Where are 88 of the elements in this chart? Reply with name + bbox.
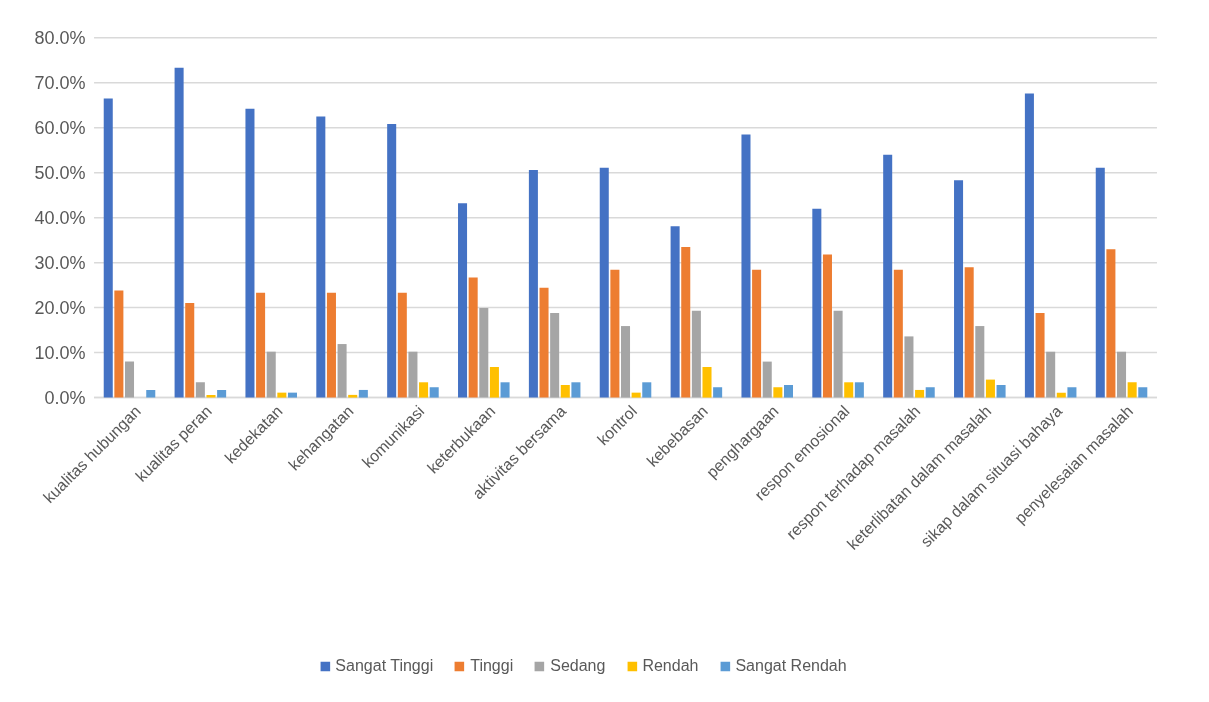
bar — [883, 154, 893, 398]
bar — [528, 169, 538, 398]
bar — [560, 384, 570, 398]
bar — [631, 392, 641, 398]
y-tick-label: 80.0% — [34, 27, 86, 48]
bar — [539, 287, 549, 398]
bar — [571, 382, 581, 398]
bar — [195, 382, 205, 398]
bar — [550, 313, 560, 398]
bar — [358, 389, 368, 398]
bar — [1127, 382, 1137, 398]
bar — [844, 382, 854, 398]
bar — [915, 389, 925, 398]
bar — [822, 254, 832, 398]
bar — [185, 303, 195, 398]
bar — [114, 290, 124, 398]
bar — [1106, 249, 1116, 398]
bar — [1056, 392, 1066, 398]
bar — [713, 387, 723, 398]
legend-label: Sangat Rendah — [735, 657, 847, 675]
bar — [893, 269, 903, 398]
bar — [1067, 387, 1077, 398]
bar — [964, 267, 974, 398]
bar — [103, 98, 113, 398]
bar — [610, 269, 620, 398]
bar — [458, 203, 468, 398]
bar — [387, 124, 397, 398]
bar — [985, 379, 995, 398]
y-tick-label: 20.0% — [34, 297, 86, 318]
bar — [783, 384, 794, 398]
y-tick-label: 60.0% — [34, 117, 86, 138]
bar — [337, 344, 347, 398]
y-tick-label: 10.0% — [34, 342, 86, 363]
legend-label: Tinggi — [470, 657, 514, 675]
bar — [975, 326, 985, 398]
bar — [316, 116, 326, 398]
bar — [904, 336, 914, 398]
bar — [500, 382, 510, 398]
bar — [773, 387, 783, 398]
y-tick-label: 50.0% — [34, 162, 86, 183]
bar — [925, 387, 935, 398]
bar — [124, 361, 135, 398]
bar — [621, 326, 631, 398]
bar — [681, 246, 691, 398]
bar — [146, 389, 156, 398]
bar — [217, 389, 227, 398]
bar — [954, 180, 964, 398]
bar — [691, 310, 701, 398]
bar — [670, 226, 680, 398]
y-tick-label: 70.0% — [34, 72, 86, 93]
bar — [642, 382, 652, 398]
bar — [752, 269, 762, 398]
bar — [741, 134, 751, 398]
bar — [833, 310, 843, 398]
bar — [326, 292, 336, 398]
bar — [277, 392, 287, 398]
bar — [854, 382, 864, 398]
bar — [762, 361, 772, 398]
y-tick-label: 40.0% — [34, 207, 86, 228]
bar — [479, 308, 489, 398]
bar — [996, 384, 1006, 398]
bar — [1138, 387, 1148, 398]
bar — [1046, 351, 1056, 398]
bar — [599, 167, 609, 398]
legend-label: Sedang — [550, 657, 606, 675]
bar — [812, 208, 822, 398]
bar — [266, 351, 276, 398]
legend-label: Sangat Tinggi — [335, 657, 434, 675]
legend-label: Rendah — [642, 657, 699, 675]
bar — [397, 292, 407, 398]
bar — [174, 67, 184, 398]
y-tick-label: 30.0% — [34, 252, 86, 273]
bar — [1035, 313, 1045, 398]
y-tick-label: 0.0% — [44, 387, 86, 408]
bar — [287, 392, 297, 398]
bar — [256, 292, 266, 398]
bar — [1117, 351, 1127, 398]
bar — [419, 382, 429, 398]
bar — [408, 351, 418, 398]
bar — [1095, 167, 1105, 398]
bar — [348, 394, 358, 398]
bar — [489, 367, 499, 398]
bar — [468, 277, 478, 398]
bar — [702, 367, 712, 398]
bar — [206, 394, 216, 398]
bar — [429, 387, 439, 398]
bar — [245, 108, 255, 398]
bar — [1024, 93, 1034, 398]
